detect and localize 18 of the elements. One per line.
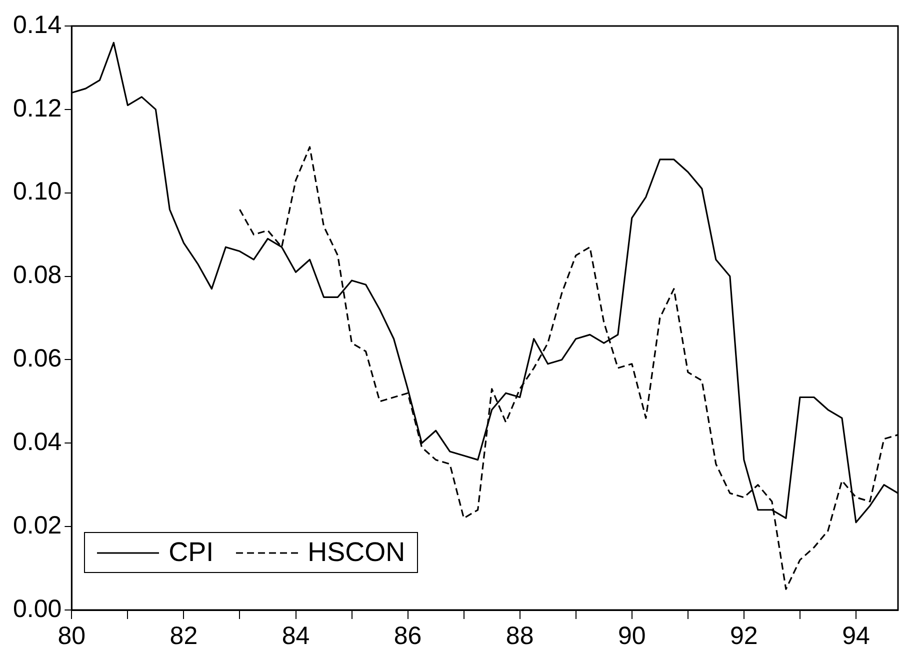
- x-tick-label: 90: [618, 622, 646, 650]
- x-tick-label: 86: [394, 622, 422, 650]
- legend-label: CPI: [168, 537, 214, 568]
- y-tick-label: 0.08: [12, 261, 62, 290]
- x-tick-label: 88: [506, 622, 534, 650]
- y-tick-label: 0.06: [12, 344, 62, 373]
- x-tick-label: 84: [282, 622, 310, 650]
- y-tick-label: 0.04: [12, 428, 62, 456]
- y-tick-label: 0.12: [12, 94, 62, 122]
- x-tick-label: 82: [170, 622, 198, 650]
- y-tick-label: 0.14: [12, 10, 62, 39]
- y-tick-label: 0.02: [12, 511, 62, 540]
- y-tick-label: 0.00: [12, 594, 62, 623]
- x-tick-label: 92: [730, 622, 758, 650]
- y-tick-label: 0.10: [12, 178, 62, 206]
- x-tick-label: 94: [842, 622, 870, 650]
- legend-label: HSCON: [308, 537, 406, 568]
- x-tick-label: 80: [58, 622, 86, 650]
